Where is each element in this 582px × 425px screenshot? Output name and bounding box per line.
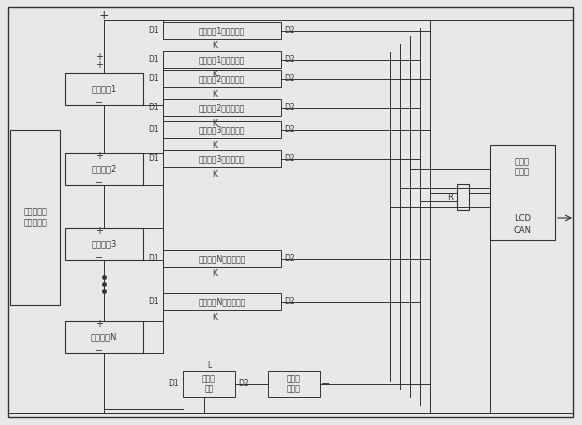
Text: +: + [95, 52, 103, 62]
Text: K: K [212, 70, 218, 79]
Text: D2: D2 [284, 74, 294, 83]
Text: 超级电容1第一接触器: 超级电容1第一接触器 [199, 26, 245, 35]
Bar [163, 22, 281, 39]
Text: 超级电容3: 超级电容3 [91, 240, 116, 249]
Text: 超级电容3第二接触器: 超级电容3第二接触器 [198, 154, 245, 163]
Text: +: + [95, 60, 103, 70]
Bar [10, 130, 60, 305]
Text: D1: D1 [168, 380, 179, 388]
Text: 超级电容N第二接触器: 超级电容N第二接触器 [198, 297, 246, 306]
Text: D1: D1 [148, 154, 159, 163]
Text: K: K [212, 90, 218, 99]
Bar [163, 99, 281, 116]
Text: +: + [95, 226, 103, 236]
Bar [65, 153, 143, 185]
Text: LCD: LCD [514, 213, 531, 223]
Text: 超级电容N: 超级电容N [91, 332, 117, 342]
Bar [163, 70, 281, 87]
Text: D1: D1 [148, 125, 159, 134]
Bar [65, 321, 143, 353]
Bar [163, 121, 281, 138]
Text: 超级电容串
压检测模块: 超级电容串 压检测模块 [23, 208, 47, 227]
Text: D1: D1 [148, 254, 159, 263]
Bar [65, 228, 143, 260]
Text: 超级电容N第一接触器: 超级电容N第一接触器 [198, 254, 246, 263]
Text: CAN: CAN [513, 226, 531, 235]
Text: K: K [212, 269, 218, 278]
Text: D1: D1 [148, 55, 159, 64]
Bar [268, 371, 320, 397]
Text: D2: D2 [284, 297, 294, 306]
Bar [490, 145, 555, 240]
Text: D1: D1 [148, 103, 159, 112]
Text: −: − [95, 346, 103, 356]
Bar [65, 73, 143, 105]
Text: D2: D2 [284, 154, 294, 163]
Bar [457, 184, 469, 210]
Text: 超级电容1第二接触器: 超级电容1第二接触器 [199, 55, 245, 64]
Text: 自恢复
保险丝: 自恢复 保险丝 [287, 374, 301, 394]
Text: K: K [212, 170, 218, 178]
Text: +: + [99, 8, 109, 22]
Text: D2: D2 [284, 254, 294, 263]
Text: K: K [212, 141, 218, 150]
Text: 超级电容2: 超级电容2 [91, 164, 116, 173]
Text: 超级电容2第一接触器: 超级电容2第一接触器 [199, 74, 245, 83]
Text: D1: D1 [148, 74, 159, 83]
Text: −: − [95, 253, 103, 263]
Text: R: R [447, 193, 453, 201]
Text: D2: D2 [284, 55, 294, 64]
Text: D2: D2 [284, 125, 294, 134]
Text: K: K [212, 312, 218, 321]
Text: −: − [321, 379, 331, 389]
Text: L: L [207, 362, 211, 371]
Text: +: + [95, 151, 103, 161]
Bar [163, 51, 281, 68]
Text: +: + [95, 319, 103, 329]
Text: −: − [95, 178, 103, 188]
Bar [183, 371, 235, 397]
Text: K: K [212, 119, 218, 128]
Bar [163, 293, 281, 310]
Text: 超级电容1: 超级电容1 [91, 85, 116, 94]
Bar [163, 150, 281, 167]
Text: D1: D1 [148, 26, 159, 35]
Text: 超级电容2第二接触器: 超级电容2第二接触器 [199, 103, 245, 112]
Text: −: − [95, 98, 103, 108]
Text: 超级电容3第一接触器: 超级电容3第一接触器 [198, 125, 245, 134]
Text: D2: D2 [284, 26, 294, 35]
Text: D1: D1 [148, 297, 159, 306]
Text: K: K [212, 40, 218, 49]
Text: 直流接
触器: 直流接 触器 [202, 374, 216, 394]
Text: D2: D2 [284, 103, 294, 112]
Text: D2: D2 [238, 380, 249, 388]
Bar [163, 250, 281, 267]
Text: 单片机
控制器: 单片机 控制器 [515, 157, 530, 177]
